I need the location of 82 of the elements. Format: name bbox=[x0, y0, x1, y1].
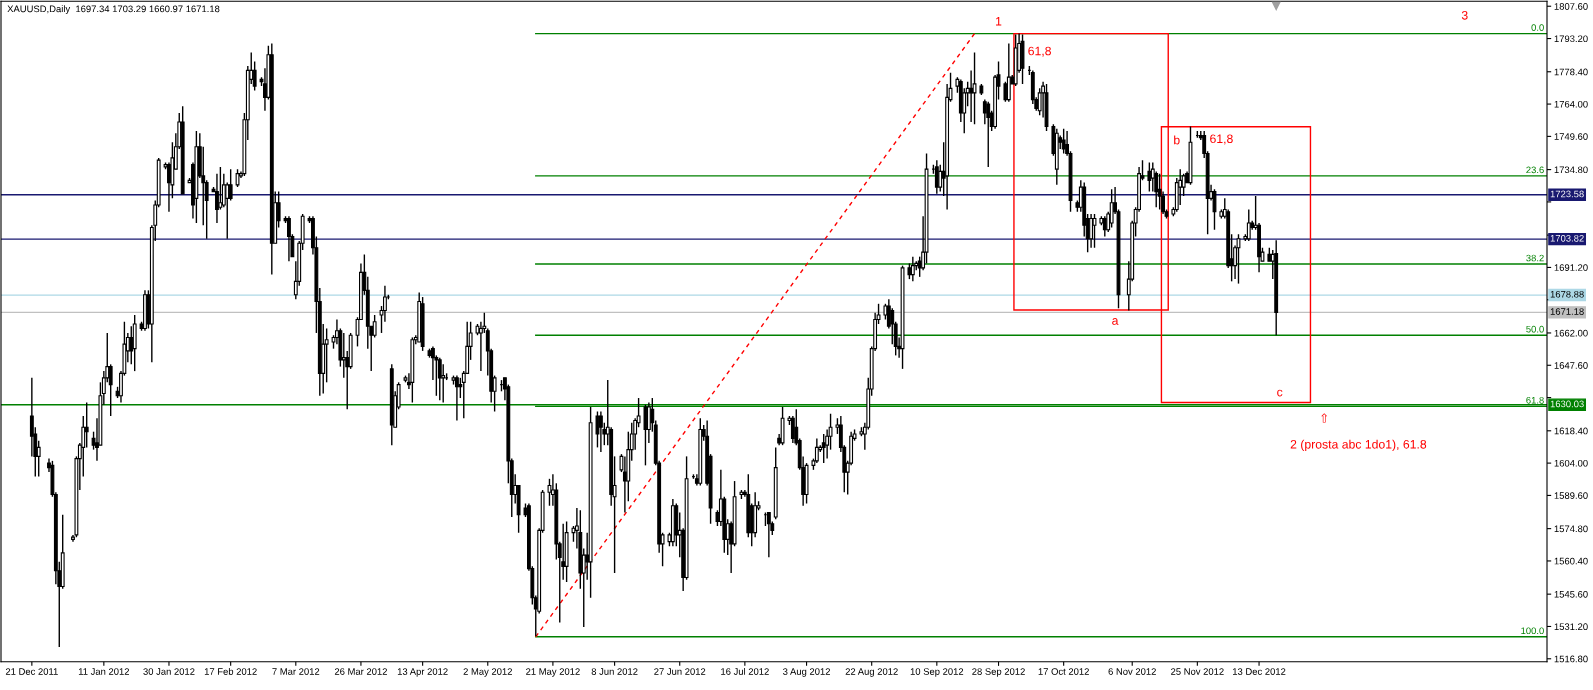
y-tick-label: 1604.00 bbox=[1554, 459, 1588, 467]
candlestick bbox=[84, 401, 89, 449]
candlestick bbox=[437, 356, 442, 401]
y-tick-label: 1545.60 bbox=[1554, 590, 1588, 598]
x-tick-label: 13 Dec 2012 bbox=[1233, 668, 1286, 675]
candlestick bbox=[1236, 233, 1241, 285]
candlestick bbox=[969, 69, 974, 123]
annotation: 3 bbox=[1461, 10, 1468, 20]
series-label: 50.0 bbox=[1526, 325, 1544, 333]
annotation: 1 bbox=[996, 17, 1002, 26]
candlestick bbox=[1157, 172, 1162, 211]
annotation: 61,8 bbox=[1210, 134, 1233, 145]
series-label: 38.2 bbox=[1526, 254, 1544, 262]
y-tick-label: 1560.40 bbox=[1554, 557, 1588, 565]
candlestick bbox=[341, 332, 346, 379]
x-tick-label: 30 Jan 2012 bbox=[143, 668, 195, 675]
x-tick-label: 3 Aug 2012 bbox=[783, 668, 830, 677]
y-tick-label: 1662.00 bbox=[1554, 329, 1588, 337]
ref-line-label: 1671.18 bbox=[1550, 308, 1584, 315]
candlestick bbox=[228, 168, 233, 202]
ref-line-label: 1630.03 bbox=[1550, 400, 1584, 408]
x-tick-label: 28 Sep 2012 bbox=[972, 668, 1025, 677]
y-tick-label: 1516.80 bbox=[1554, 655, 1588, 663]
candlestick bbox=[547, 478, 552, 507]
candlestick bbox=[1092, 213, 1097, 249]
x-tick-label: 21 Dec 2011 bbox=[5, 668, 58, 675]
candlestick bbox=[972, 51, 977, 125]
x-tick-label: 16 Jul 2012 bbox=[721, 667, 769, 675]
candlestick bbox=[372, 314, 377, 339]
y-tick-label: 1764.00 bbox=[1554, 100, 1588, 108]
x-tick-label: 21 May 2012 bbox=[526, 668, 580, 677]
x-tick-label: 26 Mar 2012 bbox=[334, 668, 387, 675]
y-tick-label: 1531.20 bbox=[1554, 623, 1588, 630]
y-tick-label: 1574.80 bbox=[1554, 525, 1588, 533]
candlestick bbox=[218, 166, 223, 211]
y-tick-label: 1618.40 bbox=[1554, 427, 1588, 435]
x-tick-label: 2 May 2012 bbox=[463, 668, 512, 677]
annotation: 61,8 bbox=[1028, 46, 1051, 57]
x-tick-label: 8 Jun 2012 bbox=[591, 668, 638, 675]
x-tick-label: 13 Apr 2012 bbox=[397, 668, 448, 677]
y-tick-label: 1807.60 bbox=[1554, 3, 1588, 10]
candlestick bbox=[595, 410, 600, 449]
annotation: c bbox=[1277, 389, 1283, 397]
x-tick-label: 11 Jan 2012 bbox=[78, 668, 130, 675]
x-tick-label: 22 Aug 2012 bbox=[845, 668, 898, 677]
candlestick bbox=[646, 401, 651, 444]
candlestick bbox=[1212, 188, 1217, 231]
x-tick-label: 7 Mar 2012 bbox=[272, 668, 320, 675]
candlestick bbox=[643, 404, 648, 467]
legend-label: 61.8 bbox=[1526, 396, 1544, 404]
x-tick-label: 17 Feb 2012 bbox=[204, 667, 257, 675]
candlestick bbox=[598, 410, 603, 453]
candlestick bbox=[287, 215, 291, 262]
y-tick-label: 1647.60 bbox=[1554, 362, 1588, 369]
ref-line-label: 1678.88 bbox=[1550, 290, 1584, 298]
y-tick-label: 1778.40 bbox=[1554, 68, 1588, 76]
y-tick-label: 1793.20 bbox=[1554, 35, 1588, 43]
y-tick-label: 1691.20 bbox=[1554, 264, 1588, 271]
series-label: 0.0 bbox=[1531, 24, 1544, 31]
candlestick bbox=[986, 101, 991, 168]
series-label: 100.0 bbox=[1521, 627, 1544, 635]
candlestick bbox=[1003, 80, 1008, 103]
candlestick bbox=[1147, 161, 1152, 193]
annotation: 2 (prosta abc 1do1), 61.8 bbox=[1290, 439, 1427, 452]
y-tick-label: 1734.80 bbox=[1554, 166, 1588, 174]
annotation: a bbox=[1112, 318, 1119, 325]
annotation: ⇧ bbox=[1321, 413, 1328, 423]
y-tick-label: 1749.60 bbox=[1554, 133, 1588, 140]
x-tick-label: 25 Nov 2012 bbox=[1171, 668, 1224, 675]
candlestick bbox=[225, 181, 230, 240]
x-tick-label: 17 Oct 2012 bbox=[1038, 668, 1089, 675]
series-label: 23.6 bbox=[1526, 166, 1544, 174]
y-tick-label: 1589.60 bbox=[1554, 492, 1588, 499]
ref-line-label: 1703.82 bbox=[1550, 234, 1584, 242]
chart-title: XAUUSD,Daily 1697.34 1703.29 1660.97 1671.18 bbox=[7, 5, 220, 15]
candlestick bbox=[1109, 188, 1114, 229]
x-tick-label: 6 Nov 2012 bbox=[1108, 668, 1156, 675]
annotation: b bbox=[1174, 135, 1180, 145]
x-tick-label: 27 Jun 2012 bbox=[654, 668, 706, 675]
candlestick bbox=[1089, 213, 1094, 249]
ref-line-label: 1723.58 bbox=[1550, 190, 1584, 198]
x-tick-label: 10 Sep 2012 bbox=[910, 668, 964, 677]
